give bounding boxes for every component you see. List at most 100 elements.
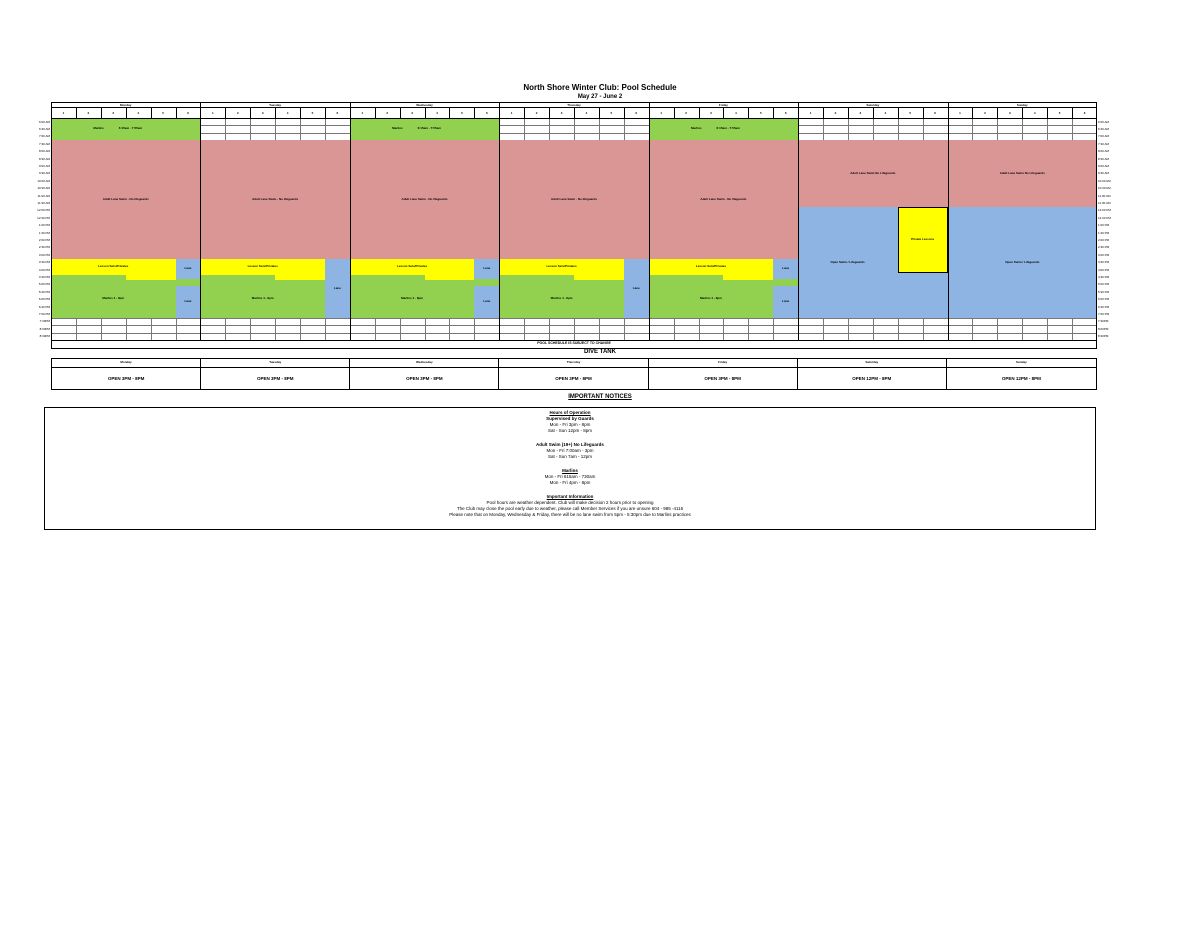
lane-number: 5 bbox=[461, 111, 463, 115]
notices-box: Hours of Operation Supervised by Guards … bbox=[44, 407, 1096, 530]
lesson-sets-step-thursday bbox=[574, 273, 624, 280]
time-label: 2:30 PM bbox=[1098, 245, 1110, 250]
lane-number: 2 bbox=[535, 111, 538, 115]
time-label: 2:00 PM bbox=[38, 237, 50, 242]
day-divider bbox=[947, 102, 949, 340]
dive-day: Monday bbox=[120, 360, 132, 364]
lane-number: 5 bbox=[759, 111, 762, 115]
dive-hours: OPEN 12PM - 8PM bbox=[852, 376, 892, 381]
info-line-3: Please note that on Monday, Wednesday & … bbox=[449, 512, 691, 517]
supervised-weekday: Mon - Fri 3pm - 8pm bbox=[549, 422, 591, 427]
time-label: 7:30 AM bbox=[1098, 141, 1110, 146]
marlins-label: Marlins bbox=[93, 126, 104, 131]
time-label: 4:00 PM bbox=[1098, 267, 1110, 272]
adult-heading: Adult Swim (19+) No Lifeguards bbox=[536, 442, 604, 447]
lane-number: 5 bbox=[909, 111, 912, 115]
dive-hours: OPEN 3PM - 8PM bbox=[555, 376, 592, 381]
marlins-evening-friday: Marlins 4 - 8pm bbox=[648, 279, 774, 318]
dive-col-saturday: Saturday OPEN 12PM - 8PM bbox=[797, 359, 947, 389]
lane-number: 4 bbox=[286, 111, 289, 115]
grid-border-bottom bbox=[51, 348, 1097, 349]
day-divider bbox=[349, 102, 351, 340]
lane-number: 4 bbox=[1033, 111, 1036, 115]
lane-divider bbox=[623, 107, 625, 119]
dive-day: Tuesday bbox=[269, 360, 282, 364]
lane-divider bbox=[698, 107, 700, 119]
dive-col-monday: Monday OPEN 3PM - 8PM bbox=[52, 359, 202, 389]
lane-number: 3 bbox=[112, 111, 115, 115]
time-label: 6:00 AM bbox=[38, 119, 50, 124]
lane-number: 4 bbox=[585, 111, 588, 115]
lane-divider bbox=[897, 107, 899, 119]
lane-friday: Lane bbox=[773, 258, 799, 279]
time-label: 4:30 PM bbox=[38, 274, 50, 279]
lane-number: 6 bbox=[187, 111, 189, 115]
lane-divider bbox=[598, 107, 600, 119]
time-label: 12:30 PM bbox=[37, 215, 50, 220]
lesson-sets-friday: Lesson Sets/Privates bbox=[648, 258, 774, 275]
lane-number: 2 bbox=[984, 111, 986, 115]
time-label: 1:30 PM bbox=[1098, 230, 1110, 235]
marlins-green-upper-monday bbox=[51, 274, 126, 281]
dive-divider bbox=[499, 367, 648, 368]
lane-divider bbox=[275, 107, 276, 119]
dive-col-sunday: Sunday OPEN 12PM - 8PM bbox=[946, 359, 1096, 389]
lane-divider bbox=[723, 107, 724, 119]
dive-day: Wednesday bbox=[416, 360, 433, 364]
marlins-green-upper-thursday bbox=[499, 274, 574, 281]
time-label: 9:00 AM bbox=[1098, 163, 1110, 168]
lane-green-monday bbox=[175, 278, 201, 286]
marlins-morning: Mon - Fri 615am - 730am bbox=[544, 474, 596, 479]
time-label: 12:30 PM bbox=[1098, 215, 1111, 220]
lesson-sets-monday: Lesson Sets/Privates bbox=[51, 258, 176, 275]
lane-number: 4 bbox=[436, 111, 438, 115]
time-label: 10:00 AM bbox=[1098, 178, 1111, 183]
dive-day: Friday bbox=[718, 360, 728, 364]
time-label: 2:00 PM bbox=[1098, 237, 1110, 242]
time-label: 3:30 PM bbox=[1098, 260, 1110, 265]
dive-hours: OPEN 3PM - 8PM bbox=[256, 376, 294, 381]
marlins-evening: Mon - Fri 4pm - 8pm bbox=[549, 480, 591, 485]
lesson-sets-step-wednesday bbox=[424, 273, 475, 280]
marlins-evening-thursday: Marlins 4 - 8pm bbox=[499, 279, 624, 318]
marlins-label: Marlins bbox=[691, 126, 702, 131]
lane-number: 1 bbox=[959, 111, 961, 115]
lane-divider bbox=[225, 107, 226, 119]
page-title: North Shore Winter Club: Pool Schedule bbox=[523, 83, 677, 92]
day-divider bbox=[499, 102, 501, 340]
supervised-heading: Supervised by Guards bbox=[546, 416, 594, 421]
lane-lower-friday: Lane bbox=[773, 285, 799, 318]
lane-divider bbox=[300, 107, 301, 119]
day-divider bbox=[648, 102, 650, 340]
lane-number: 5 bbox=[311, 111, 314, 115]
time-label: 8:30PM bbox=[1098, 334, 1109, 339]
hours-heading: Hours of Operation bbox=[549, 410, 591, 415]
dive-divider bbox=[201, 367, 350, 368]
day-divider bbox=[200, 102, 202, 340]
marlins-time: 6:15am - 7:55am bbox=[118, 126, 143, 131]
dive-hours: OPEN 12PM - 8PM bbox=[1001, 376, 1041, 381]
lane-number: 2 bbox=[834, 111, 837, 115]
time-label: 8:00PM bbox=[39, 326, 50, 331]
lane-number: 5 bbox=[610, 111, 613, 115]
day-header-saturday: Saturday bbox=[866, 103, 880, 107]
dive-col-friday: Friday OPEN 3PM - 8PM bbox=[648, 359, 798, 389]
grid-border-right bbox=[1096, 102, 1097, 349]
grid-header-line-2 bbox=[51, 118, 1097, 119]
time-label: 12:00 PM bbox=[1098, 208, 1111, 213]
time-label: 6:30 PM bbox=[38, 304, 50, 309]
lane-number: 3 bbox=[710, 111, 712, 115]
lesson-sets-step-monday bbox=[125, 273, 176, 280]
lane-number: 1 bbox=[809, 111, 812, 115]
lane-green-friday bbox=[773, 278, 799, 286]
lane-divider bbox=[424, 107, 426, 119]
info-line-2: The Club may close the pool early due to… bbox=[456, 506, 684, 511]
dive-hours: OPEN 3PM - 8PM bbox=[406, 376, 443, 381]
time-label: 6:30 PM bbox=[1098, 304, 1110, 309]
lane-number: 6 bbox=[784, 111, 787, 115]
time-label: 11:30 AM bbox=[37, 200, 50, 205]
lane-divider bbox=[773, 107, 774, 119]
time-label: 7:00 PM bbox=[38, 311, 50, 316]
time-label: 8:30 AM bbox=[38, 156, 50, 161]
adult-lane-swim-tuesday: Adult Lane Swim - No lifeguards bbox=[200, 140, 350, 259]
